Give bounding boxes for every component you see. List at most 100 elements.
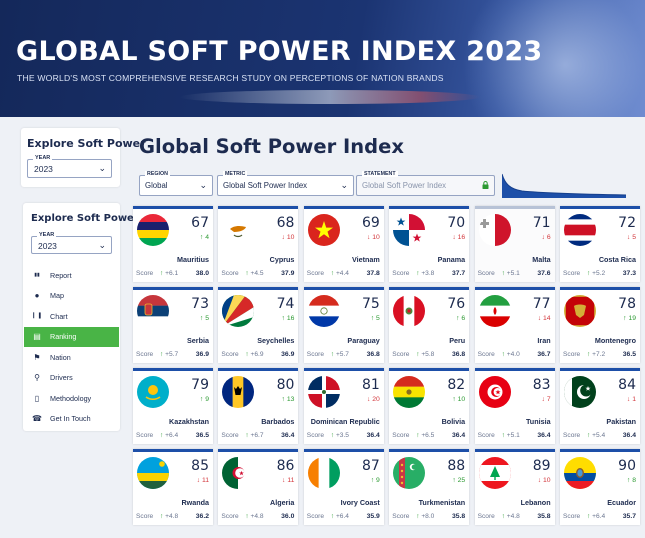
score-change: ↑ +3.5 xyxy=(331,432,349,439)
region-select[interactable]: REGION Global ⌄ xyxy=(139,171,213,196)
score-change-value: +4.8 xyxy=(165,513,179,520)
rank-change: ↑ 9 xyxy=(371,477,380,484)
arrow-down-icon: ↓ xyxy=(541,396,545,403)
rank-change-value: 11 xyxy=(287,477,295,484)
rank-change: ↓ 20 xyxy=(367,396,380,403)
rank-number: 75 xyxy=(361,296,380,312)
rank-number: 79 xyxy=(191,377,209,393)
panama-flag-icon xyxy=(393,214,426,246)
country-card[interactable]: 88 ↑ 25 Turkmenistan Score ↑ +8.0 35.8 xyxy=(389,449,470,525)
arrow-up-icon: ↑ xyxy=(501,513,505,520)
metric-select[interactable]: METRIC Global Soft Power Index ⌄ xyxy=(217,171,354,196)
arrow-up-icon: ↑ xyxy=(416,351,420,358)
country-card[interactable]: 80 ↑ 13 Barbados Score ↑ +6.7 36.4 xyxy=(218,368,299,444)
sidebar-item-ranking[interactable]: ▤ Ranking xyxy=(24,326,119,347)
barbados-flag-icon xyxy=(222,376,255,408)
score-change: ↑ +5.4 xyxy=(587,432,605,439)
country-card[interactable]: 71 ↓ 6 Malta Score ↑ +5.1 37.6 xyxy=(474,206,555,282)
country-card[interactable]: 67 ↑ 4 Mauritius Score ↑ +6.1 38.0 xyxy=(133,206,213,282)
chevron-down-icon: ⌄ xyxy=(98,163,106,173)
peru-flag-icon xyxy=(393,295,426,327)
banner-glow xyxy=(455,0,645,117)
arrow-up-icon: ↑ xyxy=(160,270,164,277)
score-change: ↑ +5.8 xyxy=(416,351,434,358)
score-change: ↑ +6.7 xyxy=(245,432,263,439)
country-card[interactable]: 69 ↓ 10 Vietnam Score ↑ +4.4 37.8 xyxy=(303,206,384,282)
country-name: Vietnam xyxy=(351,255,380,264)
country-card[interactable]: 78 ↑ 19 Montenegro Score ↑ +7.2 36.5 xyxy=(560,287,640,363)
country-card[interactable]: 75 ↑ 5 Paraguay Score ↑ +5.7 36.8 xyxy=(303,287,384,363)
statement-select[interactable]: STATEMENT Global Soft Power Index xyxy=(356,171,495,196)
arrow-up-icon: ↑ xyxy=(587,432,591,439)
country-card[interactable]: 68 ↓ 10 Cyprus Score ↑ +4.5 37.9 xyxy=(218,206,299,282)
score-change-value: +8.0 xyxy=(421,513,435,520)
rank-number: 83 xyxy=(532,377,551,393)
country-name: Kazakhstan xyxy=(169,417,209,426)
rank-change-value: 10 xyxy=(457,396,466,403)
score-change: ↑ +5.2 xyxy=(587,270,605,277)
rank-change-value: 11 xyxy=(201,477,209,484)
country-card[interactable]: 79 ↑ 9 Kazakhstan Score ↑ +6.4 36.5 xyxy=(133,368,213,444)
score-label: Score xyxy=(477,513,495,520)
country-card[interactable]: 74 ↑ 16 Seychelles Score ↑ +6.9 36.9 xyxy=(218,287,299,363)
year-value: 2023 xyxy=(38,241,57,251)
score-label: Score xyxy=(392,351,410,358)
arrow-up-icon: ↑ xyxy=(416,513,420,520)
rank-number: 71 xyxy=(532,215,551,231)
country-card[interactable]: 83 ↓ 7 Tunisia Score ↑ +5.1 36.4 xyxy=(474,368,555,444)
country-card[interactable]: 76 ↑ 6 Peru Score ↑ +5.8 36.8 xyxy=(389,287,470,363)
explore-title-top: Explore Soft Power xyxy=(27,137,146,150)
sidebar-item-methodology[interactable]: ▯ Methodology xyxy=(24,388,119,409)
year-select[interactable]: YEAR 2023 ⌄ xyxy=(31,232,112,254)
rank-change: ↑ 10 xyxy=(452,396,465,403)
rank-change: ↑ 5 xyxy=(371,315,380,322)
country-card[interactable]: 86 ↓ 11 Algeria Score ↑ +4.8 36.0 xyxy=(218,449,299,525)
arrow-up-icon: ↑ xyxy=(587,270,591,277)
score-value: 36.9 xyxy=(195,351,209,358)
ivory-coast-flag-icon xyxy=(307,457,340,489)
country-card[interactable]: 73 ↑ 5 Serbia Score ↑ +5.7 36.9 xyxy=(133,287,213,363)
arrow-down-icon: ↓ xyxy=(366,396,371,403)
country-card[interactable]: 70 ↓ 16 Panama Score ↑ +3.8 37.7 xyxy=(389,206,470,282)
rank-change-value: 5 xyxy=(376,315,380,322)
chevron-down-icon: ⌄ xyxy=(98,240,106,250)
country-card[interactable]: 81 ↓ 20 Dominican Republic Score ↑ +3.5 36.4 xyxy=(303,368,384,444)
score-label: Score xyxy=(477,351,495,358)
sidebar-item-chart[interactable]: ▎▐ Chart xyxy=(24,306,119,327)
country-card[interactable]: 72 ↓ 5 Costa Rica Score ↑ +5.2 37.3 xyxy=(560,206,640,282)
country-card[interactable]: 85 ↓ 11 Rwanda Score ↑ +4.8 36.2 xyxy=(133,449,213,525)
country-card[interactable]: 82 ↑ 10 Bolivia Score ↑ +6.5 36.4 xyxy=(389,368,470,444)
rank-change: ↓ 11 xyxy=(282,477,294,484)
country-card[interactable]: 90 ↑ 8 Ecuador Score ↑ +6.4 35.7 xyxy=(560,449,640,525)
sidebar-item-nation[interactable]: ⚑ Nation xyxy=(24,347,119,368)
country-card[interactable]: 77 ↓ 14 Iran Score ↑ +4.0 36.7 xyxy=(474,287,555,363)
sidebar-item-drivers[interactable]: ⚲ Drivers xyxy=(24,368,119,389)
montenegro-flag-icon xyxy=(564,295,596,327)
arrow-down-icon: ↓ xyxy=(537,477,542,484)
sidebar-item-report[interactable]: ▮▮ Report xyxy=(24,265,119,286)
sidebar-item-map[interactable]: ● Map xyxy=(24,286,119,307)
score-label: Score xyxy=(136,513,154,520)
score-change: ↑ +4.8 xyxy=(160,513,178,520)
arrow-up-icon: ↑ xyxy=(281,315,285,322)
sidebar-item-label: Drivers xyxy=(50,373,73,383)
rank-change: ↑ 8 xyxy=(627,477,636,484)
score-change: ↑ +6.4 xyxy=(587,513,605,520)
score-value: 36.0 xyxy=(281,513,295,520)
country-name: Cyprus xyxy=(269,255,295,264)
country-card[interactable]: 84 ↓ 1 Pakistan Score ↑ +5.4 36.4 xyxy=(560,368,640,444)
score-change: ↑ +6.4 xyxy=(160,432,178,439)
rank-change: ↑ 9 xyxy=(200,396,209,403)
rank-change-value: 16 xyxy=(457,234,466,241)
country-card[interactable]: 87 ↑ 9 Ivory Coast Score ↑ +6.4 35.9 xyxy=(303,449,384,525)
score-value: 36.8 xyxy=(366,351,380,358)
country-card[interactable]: 89 ↓ 10 Lebanon Score ↑ +4.8 35.8 xyxy=(474,449,555,525)
rank-number: 73 xyxy=(191,296,209,312)
sidebar-item-get-in-touch[interactable]: ☎ Get In Touch xyxy=(24,409,119,430)
rank-change-value: 19 xyxy=(628,315,636,322)
chevron-down-icon: ⌄ xyxy=(199,180,207,190)
score-value: 36.4 xyxy=(537,432,551,439)
phone-icon: ☎ xyxy=(32,414,42,424)
score-change: ↑ +6.1 xyxy=(160,270,178,277)
year-select-top[interactable]: YEAR 2023 ⌄ xyxy=(27,155,112,178)
